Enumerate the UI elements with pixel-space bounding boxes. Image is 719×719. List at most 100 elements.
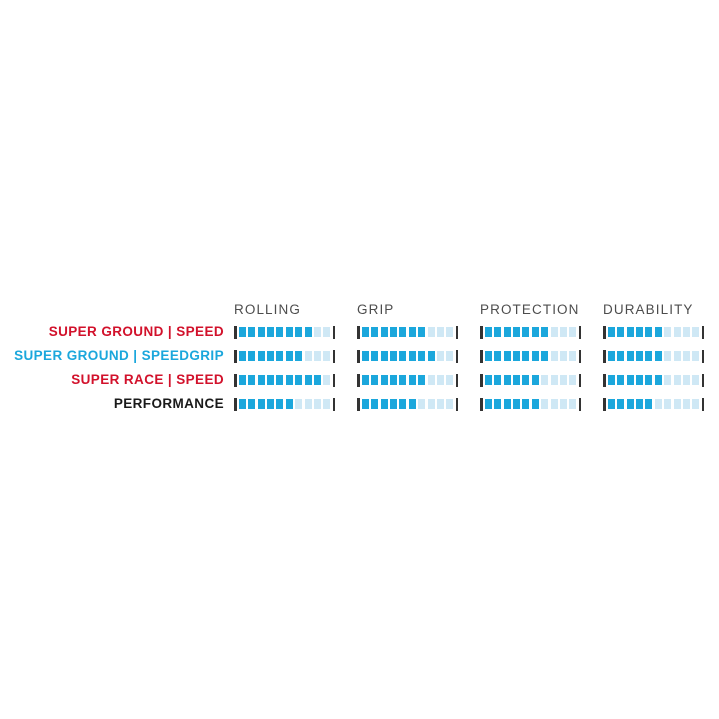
bar-end-tick (455, 397, 459, 411)
filled-segment (267, 375, 275, 385)
filled-segment (390, 399, 398, 409)
empty-segment (560, 351, 568, 361)
filled-segment (607, 351, 615, 361)
column-header-durability: DURABILITY (603, 302, 694, 317)
rating-bar-performance-rolling (234, 392, 357, 416)
filled-segment (257, 375, 265, 385)
bar-end-tick (480, 397, 483, 411)
bar-end-tick (357, 373, 360, 387)
bar-end-tick (357, 349, 360, 363)
filled-segment (257, 399, 265, 409)
filled-segment (503, 375, 511, 385)
corner-spacer (0, 299, 234, 320)
empty-segment (569, 399, 577, 409)
empty-segment (314, 351, 322, 361)
rating-bar-super-ground-speed-durability (603, 320, 719, 344)
filled-segment (304, 327, 312, 337)
filled-segment (531, 399, 539, 409)
empty-segment (427, 399, 435, 409)
filled-segment (636, 327, 644, 337)
segmented-rating-bar (480, 344, 582, 368)
bar-end-tick (455, 349, 459, 363)
filled-segment (285, 327, 293, 337)
filled-segment (248, 375, 256, 385)
filled-segment (248, 351, 256, 361)
filled-segment (371, 399, 379, 409)
filled-segment (276, 351, 284, 361)
filled-segment (408, 351, 416, 361)
segmented-rating-bar (480, 320, 582, 344)
filled-segment (380, 375, 388, 385)
empty-segment (446, 399, 454, 409)
filled-segment (238, 351, 246, 361)
bar-end-tick (455, 325, 459, 339)
empty-segment (550, 351, 558, 361)
rating-bar-super-ground-speedgrip-grip (357, 344, 480, 368)
bar-end-tick (578, 373, 582, 387)
filled-segment (361, 399, 369, 409)
empty-segment (314, 327, 322, 337)
bar-end-tick (357, 397, 360, 411)
empty-segment (683, 375, 691, 385)
filled-segment (276, 327, 284, 337)
chart-area: ROLLING GRIP PROTECTION DURABILITY SUPER… (0, 299, 719, 416)
rating-bar-super-race-speed-grip (357, 368, 480, 392)
column-header-protection: PROTECTION (480, 302, 580, 317)
bar-end-tick (603, 397, 606, 411)
empty-segment (437, 327, 445, 337)
filled-segment (361, 351, 369, 361)
empty-segment (323, 351, 331, 361)
empty-segment (541, 399, 549, 409)
filled-segment (626, 327, 634, 337)
rating-bar-super-ground-speedgrip-rolling (234, 344, 357, 368)
filled-segment (408, 327, 416, 337)
empty-segment (560, 399, 568, 409)
empty-segment (569, 351, 577, 361)
filled-segment (617, 375, 625, 385)
filled-segment (408, 375, 416, 385)
empty-segment (664, 351, 672, 361)
empty-segment (418, 399, 426, 409)
empty-segment (692, 351, 700, 361)
empty-segment (446, 351, 454, 361)
bar-end-tick (332, 397, 336, 411)
bar-end-tick (701, 397, 705, 411)
bar-end-tick (578, 325, 582, 339)
rating-bar-super-race-speed-durability (603, 368, 719, 392)
empty-segment (295, 399, 303, 409)
bar-end-tick (234, 373, 237, 387)
filled-segment (636, 399, 644, 409)
empty-segment (683, 351, 691, 361)
bar-end-tick (603, 325, 606, 339)
filled-segment (238, 399, 246, 409)
rating-bar-performance-durability (603, 392, 719, 416)
filled-segment (531, 327, 539, 337)
empty-segment (560, 327, 568, 337)
filled-segment (607, 399, 615, 409)
segmented-rating-bar (357, 368, 459, 392)
filled-segment (645, 351, 653, 361)
filled-segment (399, 399, 407, 409)
empty-segment (692, 375, 700, 385)
empty-segment (304, 399, 312, 409)
filled-segment (257, 327, 265, 337)
filled-segment (295, 327, 303, 337)
filled-segment (267, 351, 275, 361)
filled-segment (285, 351, 293, 361)
segmented-rating-bar (234, 392, 336, 416)
filled-segment (399, 375, 407, 385)
filled-segment (418, 375, 426, 385)
empty-segment (437, 351, 445, 361)
filled-segment (484, 351, 492, 361)
rating-grid: ROLLING GRIP PROTECTION DURABILITY SUPER… (0, 299, 719, 416)
filled-segment (541, 327, 549, 337)
empty-segment (673, 375, 681, 385)
segmented-rating-bar (234, 368, 336, 392)
empty-segment (437, 375, 445, 385)
filled-segment (541, 351, 549, 361)
filled-segment (617, 351, 625, 361)
segmented-rating-bar (603, 392, 705, 416)
segmented-rating-bar (234, 320, 336, 344)
empty-segment (437, 399, 445, 409)
filled-segment (257, 351, 265, 361)
